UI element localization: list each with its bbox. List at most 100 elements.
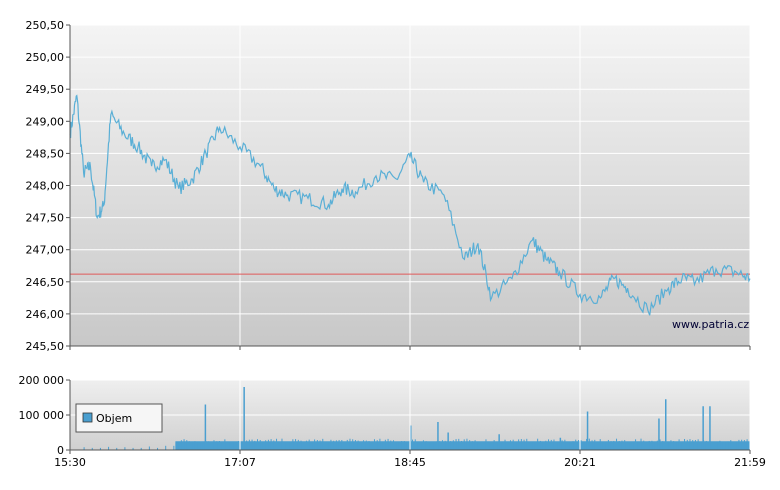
volume-bar: [148, 446, 150, 450]
volume-bar: [632, 442, 634, 450]
volume-bar: [743, 440, 745, 450]
volume-bar: [654, 442, 656, 450]
volume-bar: [248, 439, 250, 450]
volume-bar: [108, 446, 110, 450]
volume-bar: [711, 442, 713, 450]
volume-bar: [469, 440, 471, 450]
volume-bar: [613, 440, 615, 450]
volume-bar: [713, 442, 715, 450]
price-tick-label: 250,50: [26, 19, 65, 32]
volume-bar: [235, 442, 237, 450]
volume-bar: [471, 441, 473, 450]
volume-bar: [270, 439, 272, 450]
volume-bar: [403, 441, 405, 450]
volume-bar: [498, 434, 500, 450]
legend-swatch: [82, 412, 93, 423]
price-tick-label: 248,00: [26, 180, 65, 193]
volume-bar: [586, 411, 589, 450]
volume-bar: [314, 439, 316, 450]
volume-bar: [357, 440, 359, 450]
volume-bar: [477, 442, 479, 450]
volume-bar: [621, 440, 623, 450]
volume-bar: [379, 438, 381, 450]
volume-bar: [452, 440, 454, 450]
volume-bar: [504, 439, 506, 450]
volume-bar: [406, 442, 408, 450]
volume-bar: [662, 441, 664, 450]
volume-bar: [447, 432, 449, 450]
time-x-axis: 15:30 17:07 18:45 20:21 21:59: [54, 380, 766, 469]
volume-bar: [232, 442, 234, 450]
price-tick-label: 246,00: [26, 308, 65, 321]
volume-bar: [626, 442, 628, 450]
volume-tick-label: 0: [57, 444, 64, 457]
volume-bar: [363, 440, 365, 450]
volume-bar: [542, 441, 544, 450]
volume-bar: [189, 441, 190, 450]
volume-bar: [295, 439, 297, 450]
volume-bar: [702, 406, 704, 450]
volume-bar: [656, 440, 658, 450]
volume-bar: [243, 387, 245, 450]
volume-bar: [526, 438, 528, 450]
volume-bar: [523, 439, 525, 450]
volume-bar: [395, 442, 397, 450]
volume-bar: [124, 447, 126, 450]
volume-bar: [376, 440, 378, 450]
volume-bar: [689, 439, 691, 450]
volume-bar: [204, 404, 207, 450]
volume-bar: [273, 440, 275, 450]
volume-bar: [463, 439, 465, 450]
x-tick-label: 18:45: [394, 456, 426, 469]
volume-bar: [210, 442, 212, 450]
volume-bar: [733, 441, 734, 450]
volume-bar: [735, 441, 737, 450]
price-tick-label: 249,50: [26, 83, 65, 96]
volume-bar: [254, 440, 256, 450]
volume-bar: [520, 439, 522, 450]
volume-bar: [659, 439, 661, 450]
volume-bar: [558, 442, 560, 450]
volume-bar: [738, 439, 740, 450]
volume-bar: [246, 440, 248, 450]
volume-bar: [229, 441, 231, 450]
volume-bar: [412, 439, 414, 450]
volume-bar: [300, 440, 302, 450]
volume-bar: [694, 440, 696, 450]
volume-bar: [346, 439, 348, 450]
volume-bar: [577, 440, 579, 450]
volume-bar: [173, 445, 175, 450]
price-tick-label: 250,00: [26, 51, 65, 64]
volume-bar: [635, 439, 637, 450]
legend-label: Objem: [96, 412, 132, 425]
price-tick-label: 249,00: [26, 115, 65, 128]
volume-bar: [183, 439, 185, 450]
volume-bar: [414, 439, 416, 450]
volume-bar: [116, 447, 118, 450]
volume-bar: [410, 425, 412, 450]
volume-bar: [213, 440, 215, 450]
volume-tick-label: 200 000: [19, 374, 65, 387]
volume-bar: [602, 442, 604, 450]
volume-bar: [509, 440, 511, 450]
volume-bar: [450, 441, 452, 450]
volume-bar: [746, 439, 748, 450]
volume-bar: [437, 422, 439, 450]
volume-bar: [227, 441, 229, 450]
volume-bar: [303, 441, 305, 450]
volume-bar: [433, 442, 435, 450]
volume-bar: [640, 438, 642, 450]
x-tick-label: 20:21: [564, 456, 596, 469]
volume-bar: [444, 440, 446, 450]
volume-bar: [559, 437, 562, 450]
volume-bar: [629, 442, 631, 450]
volume-bar: [599, 439, 601, 450]
volume-bar: [322, 438, 324, 450]
volume-bar: [561, 440, 563, 450]
volume-bar: [422, 440, 424, 450]
volume-bar: [191, 441, 193, 450]
volume-bar: [276, 438, 278, 450]
volume-bar: [140, 447, 142, 450]
volume-bar: [512, 439, 514, 450]
